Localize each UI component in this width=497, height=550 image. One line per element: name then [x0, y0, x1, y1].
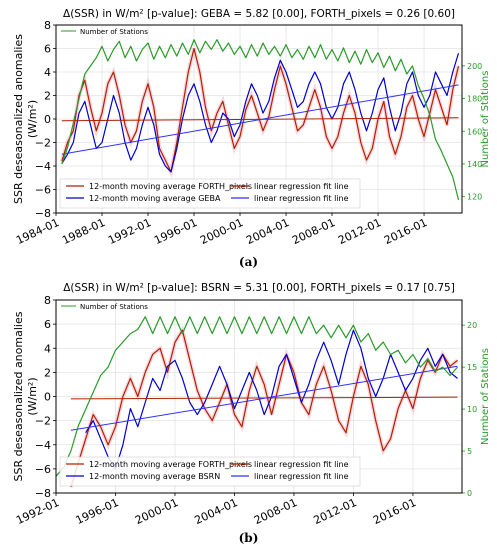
- y2-tick-label: 20: [467, 321, 477, 330]
- y-axis-label-line1: SSR deseasonalized anomalies: [12, 34, 25, 204]
- y-tick-label: 0: [44, 113, 51, 126]
- legend-label: linear regression fit line: [254, 194, 349, 203]
- legend-label: linear regression fit line: [254, 472, 349, 481]
- series-line-3: [70, 365, 458, 431]
- legend-label: linear regression fit line: [254, 460, 349, 469]
- legend-label: 12-month moving average BSRN: [89, 472, 220, 481]
- y-tick-label: −6: [35, 463, 51, 476]
- legend-label-stations: Number of Stations: [80, 303, 148, 311]
- y2-tick-label: 10: [467, 405, 477, 414]
- y-tick-label: 8: [44, 19, 51, 32]
- x-tick-label: 2016-01: [382, 216, 429, 247]
- series-line-0: [70, 329, 458, 488]
- x-tick-label: 2004-01: [244, 216, 291, 247]
- plot-area: [56, 316, 459, 488]
- y-tick-label: −4: [35, 160, 51, 173]
- y2-tick-label: 200: [467, 62, 482, 71]
- chart-panel-b: Δ(SSR) in W/m² [p-value]: BSRN = 5.31 [0…: [12, 282, 491, 527]
- y2-axis-label: Number of Stations: [480, 348, 491, 445]
- x-tick-label: 1984-01: [14, 216, 61, 247]
- y2-tick-label: 180: [467, 95, 482, 104]
- caption-a: (a): [238, 255, 259, 269]
- chart-title: Δ(SSR) in W/m² [p-value]: BSRN = 5.31 [0…: [63, 282, 455, 294]
- y-tick-label: 4: [44, 342, 51, 355]
- y-tick-label: −6: [35, 184, 51, 197]
- x-tick-label: 1996-01: [74, 496, 121, 527]
- series-line-4: [61, 39, 460, 201]
- y-tick-label: −8: [35, 487, 51, 500]
- x-tick-label: 2012-01: [336, 216, 383, 247]
- y-tick-label: 2: [44, 90, 51, 103]
- plot-frame: [55, 24, 463, 214]
- legend-top: Number of Stations: [61, 303, 148, 311]
- series-line-1: [61, 53, 460, 173]
- y-axis-label-line2: (W/m²): [26, 100, 39, 138]
- y2-tick-label: 15: [467, 363, 477, 372]
- y2-tick-label: 160: [467, 127, 482, 136]
- x-tick-label: 2000-01: [133, 496, 180, 527]
- chart-title: Δ(SSR) in W/m² [p-value]: GEBA = 5.82 [0…: [63, 8, 455, 20]
- y-tick-label: −4: [35, 439, 51, 452]
- series-line-0: [61, 47, 460, 173]
- y2-axis-label: Number of Stations: [480, 71, 491, 168]
- y-tick-label: −8: [35, 207, 51, 220]
- plot-frame: [55, 299, 463, 494]
- y-axis-label-line2: (W/m²): [26, 377, 39, 415]
- series-line-4: [56, 316, 458, 477]
- legend-bottom: 12-month moving average FORTH_pixels 12-m…: [59, 178, 361, 209]
- y-tick-label: 8: [44, 294, 51, 307]
- y-tick-label: 4: [44, 66, 51, 79]
- x-tick-label: 2012-01: [312, 496, 359, 527]
- y-tick-label: 0: [44, 391, 51, 404]
- y-tick-label: 2: [44, 366, 51, 379]
- x-tick-label: 2000-01: [198, 216, 245, 247]
- x-tick-label: 1992-01: [106, 216, 153, 247]
- legend-box: [59, 178, 361, 209]
- legend-top: Number of Stations: [61, 28, 148, 36]
- x-tick-label: 2008-01: [252, 496, 299, 527]
- legend-box: [59, 456, 361, 487]
- x-tick-label: 2008-01: [290, 216, 337, 247]
- series-line-3: [61, 84, 459, 155]
- legend-label: linear regression fit line: [254, 182, 349, 191]
- series-halo-forth: [59, 48, 461, 179]
- x-tick-label: 2004-01: [193, 496, 240, 527]
- caption-b: (b): [238, 531, 259, 545]
- legend-label: 12-month moving average FORTH_pixels: [89, 182, 252, 191]
- x-tick-label: 1996-01: [152, 216, 199, 247]
- x-tick-label: 1988-01: [60, 216, 107, 247]
- chart-panel-a: Δ(SSR) in W/m² [p-value]: GEBA = 5.82 [0…: [12, 8, 491, 247]
- y2-tick-label: 120: [467, 193, 482, 202]
- y-tick-label: 6: [44, 318, 51, 331]
- x-tick-label: 2016-01: [371, 496, 418, 527]
- y2-tick-label: 0: [467, 489, 472, 498]
- legend-label: 12-month moving average GEBA: [89, 194, 221, 203]
- y-tick-label: −2: [35, 415, 51, 428]
- y-tick-label: −2: [35, 137, 51, 150]
- x-tick-label: 1992-01: [14, 496, 61, 527]
- legend-bottom: 12-month moving average FORTH_pixels 12-m…: [59, 456, 361, 487]
- legend-label-stations: Number of Stations: [80, 28, 148, 36]
- y2-tick-label: 140: [467, 160, 482, 169]
- series-line-1: [85, 329, 458, 470]
- y2-tick-label: 5: [467, 447, 472, 456]
- legend-label: 12-month moving average FORTH_pixels: [89, 460, 252, 469]
- y-axis-label-line1: SSR deseasonalized anomalies: [12, 311, 25, 481]
- y-tick-label: 6: [44, 43, 51, 56]
- plot-area: [59, 39, 461, 201]
